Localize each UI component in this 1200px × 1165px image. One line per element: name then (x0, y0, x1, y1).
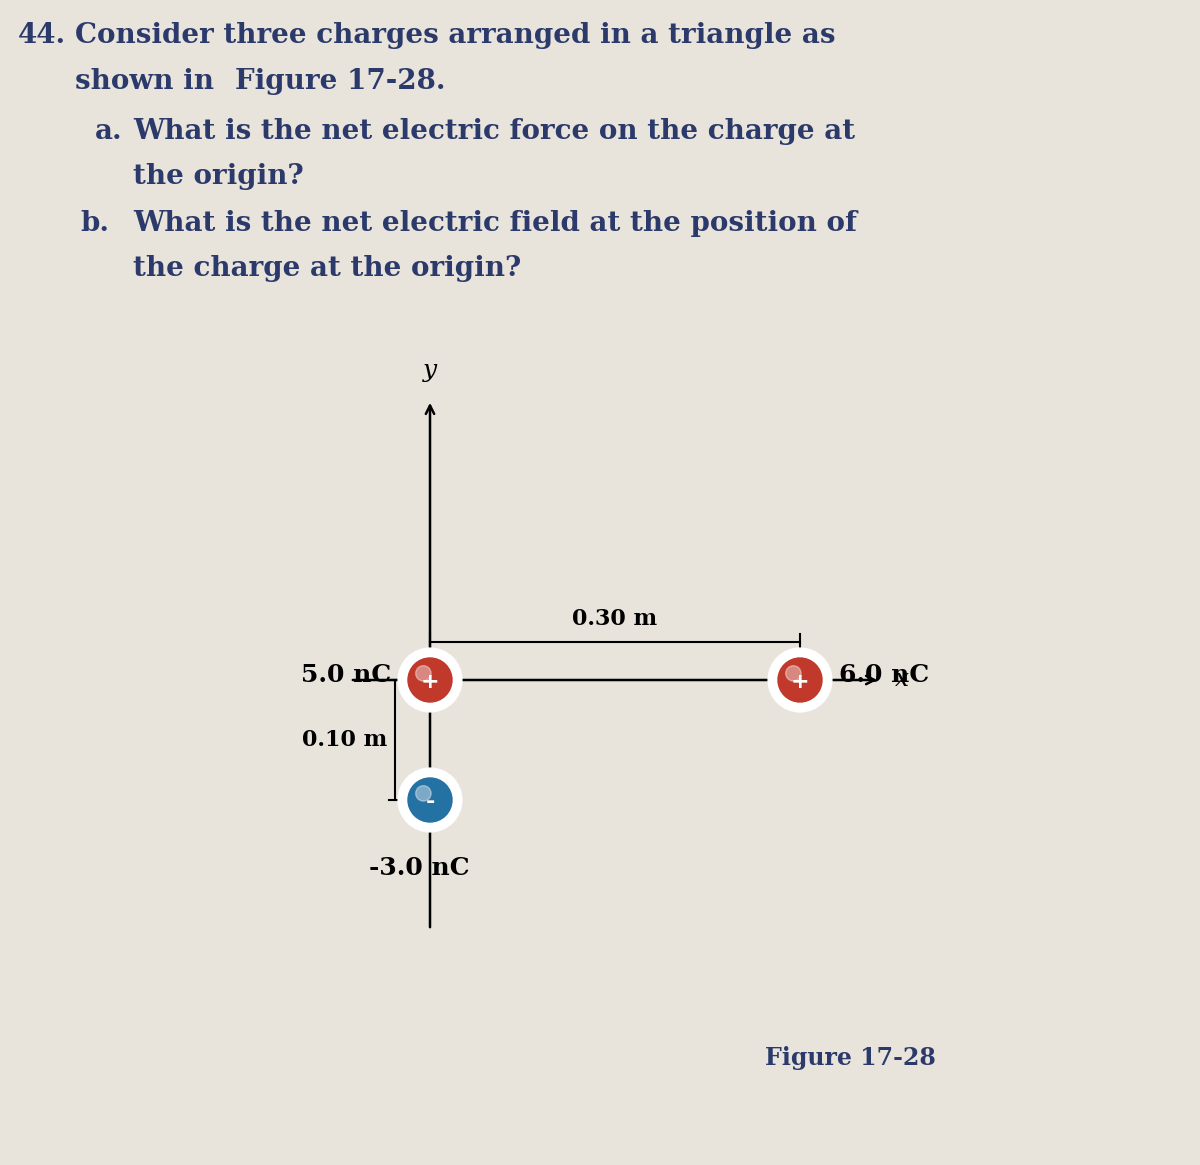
Text: 0.30 m: 0.30 m (572, 608, 658, 630)
Circle shape (398, 648, 462, 712)
Circle shape (768, 648, 832, 712)
Text: Figure 17-28.: Figure 17-28. (235, 68, 445, 96)
Text: 44.: 44. (18, 22, 66, 49)
Text: 5.0 nC: 5.0 nC (300, 663, 391, 687)
Text: y: y (422, 359, 437, 382)
Circle shape (408, 778, 452, 822)
Circle shape (398, 768, 462, 832)
Text: Consider three charges arranged in a triangle as: Consider three charges arranged in a tri… (74, 22, 835, 49)
Text: x: x (895, 669, 910, 692)
Text: shown in: shown in (74, 68, 223, 96)
Text: +: + (421, 672, 439, 692)
Text: b.: b. (80, 210, 109, 236)
Text: -: - (425, 792, 434, 812)
Circle shape (415, 665, 431, 682)
Text: What is the net electric force on the charge at: What is the net electric force on the ch… (133, 118, 856, 144)
Circle shape (408, 658, 452, 702)
Text: 0.10 m: 0.10 m (301, 729, 386, 751)
Text: a.: a. (95, 118, 122, 144)
Text: Figure 17-28: Figure 17-28 (764, 1046, 936, 1069)
Text: -3.0 nC: -3.0 nC (368, 856, 469, 881)
Text: the origin?: the origin? (133, 163, 304, 190)
Text: What is the net electric field at the position of: What is the net electric field at the po… (133, 210, 857, 236)
Circle shape (778, 658, 822, 702)
Text: 6.0 nC: 6.0 nC (839, 663, 930, 687)
Circle shape (415, 785, 431, 802)
Text: +: + (791, 672, 809, 692)
Text: the charge at the origin?: the charge at the origin? (133, 255, 521, 282)
Circle shape (786, 665, 802, 682)
